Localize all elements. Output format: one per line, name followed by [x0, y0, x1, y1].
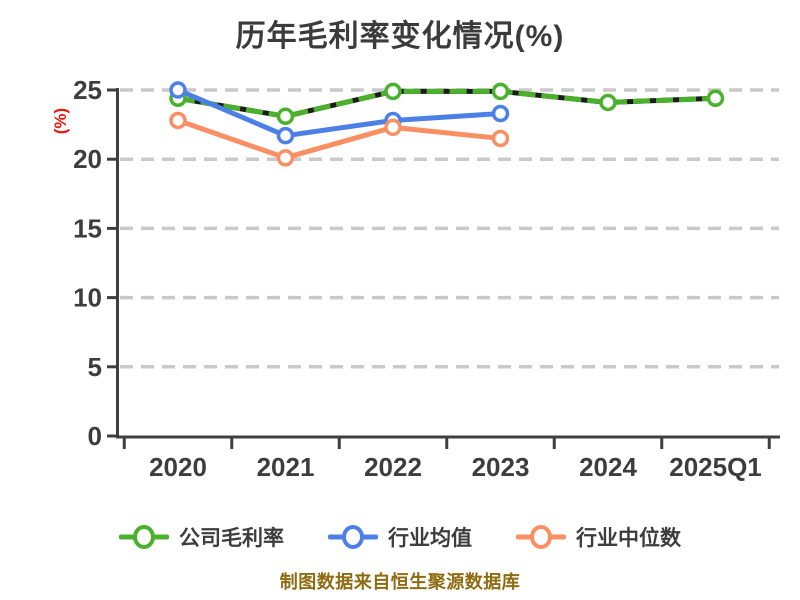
- data-point-company-gross-margin-2025Q1: [706, 89, 725, 108]
- y-axis-tick-label: 20: [73, 144, 102, 174]
- data-point-company-gross-margin-2021: [276, 107, 295, 126]
- legend-marker-icon: [516, 525, 566, 549]
- data-point-industry-median-2020: [169, 111, 187, 130]
- y-axis-tick-label: 15: [73, 213, 102, 243]
- legend-label: 行业均值: [388, 527, 472, 550]
- data-point-industry-median-2023: [491, 129, 510, 148]
- x-axis-tick-label: 2025Q1: [669, 452, 762, 482]
- series-line-company-gross-margin: [177, 88, 716, 119]
- legend-marker-icon: [328, 525, 378, 549]
- x-axis-tick-label: 2021: [257, 452, 315, 482]
- data-point-industry-average-2020: [169, 81, 187, 99]
- series-line-industry-median: [177, 118, 501, 161]
- series-lines: [177, 87, 716, 161]
- x-axis-tick-label: 2023: [472, 452, 530, 482]
- chart-title: 历年毛利率变化情况(%): [235, 20, 565, 53]
- data-point-company-gross-margin-2022: [384, 82, 402, 101]
- legend-item-industry-median: 行业中位数: [516, 522, 681, 552]
- y-axis-tick-label: 5: [88, 352, 102, 382]
- data-point-industry-median-2022: [384, 118, 402, 137]
- legend-item-industry-average: 行业均值: [328, 522, 472, 552]
- x-axis-tick-label: 2024: [579, 452, 637, 482]
- y-axis-tick-label: 0: [88, 421, 102, 451]
- axes: 0 5 10 15 20 25 2020 2021 2022 2023 2024 2025Q1: [73, 75, 780, 482]
- data-point-company-gross-margin-2023: [491, 82, 510, 101]
- legend-marker-icon: [119, 525, 169, 549]
- data-point-markers: [169, 81, 725, 167]
- y-axis-tick-label: 25: [73, 75, 102, 105]
- y-gridlines: [120, 88, 779, 369]
- data-point-company-gross-margin-2024: [599, 93, 617, 112]
- data-point-industry-average-2021: [276, 126, 295, 145]
- data-point-industry-average-2023: [491, 104, 510, 123]
- legend: 公司毛利率 行业均值 行业中位数: [0, 518, 800, 556]
- x-axis-tick-label: 2022: [364, 452, 422, 482]
- legend-item-company-gross-margin: 公司毛利率: [119, 522, 284, 552]
- data-point-industry-median-2021: [276, 149, 295, 167]
- x-axis-tick-label: 2020: [149, 452, 207, 482]
- data-source-caption: 制图数据来自恒生聚源数据库: [279, 572, 521, 592]
- series-line-industry-average: [177, 87, 501, 139]
- legend-label: 行业中位数: [576, 527, 681, 550]
- legend-label: 公司毛利率: [179, 527, 284, 550]
- y-axis-tick-label: 10: [73, 283, 102, 313]
